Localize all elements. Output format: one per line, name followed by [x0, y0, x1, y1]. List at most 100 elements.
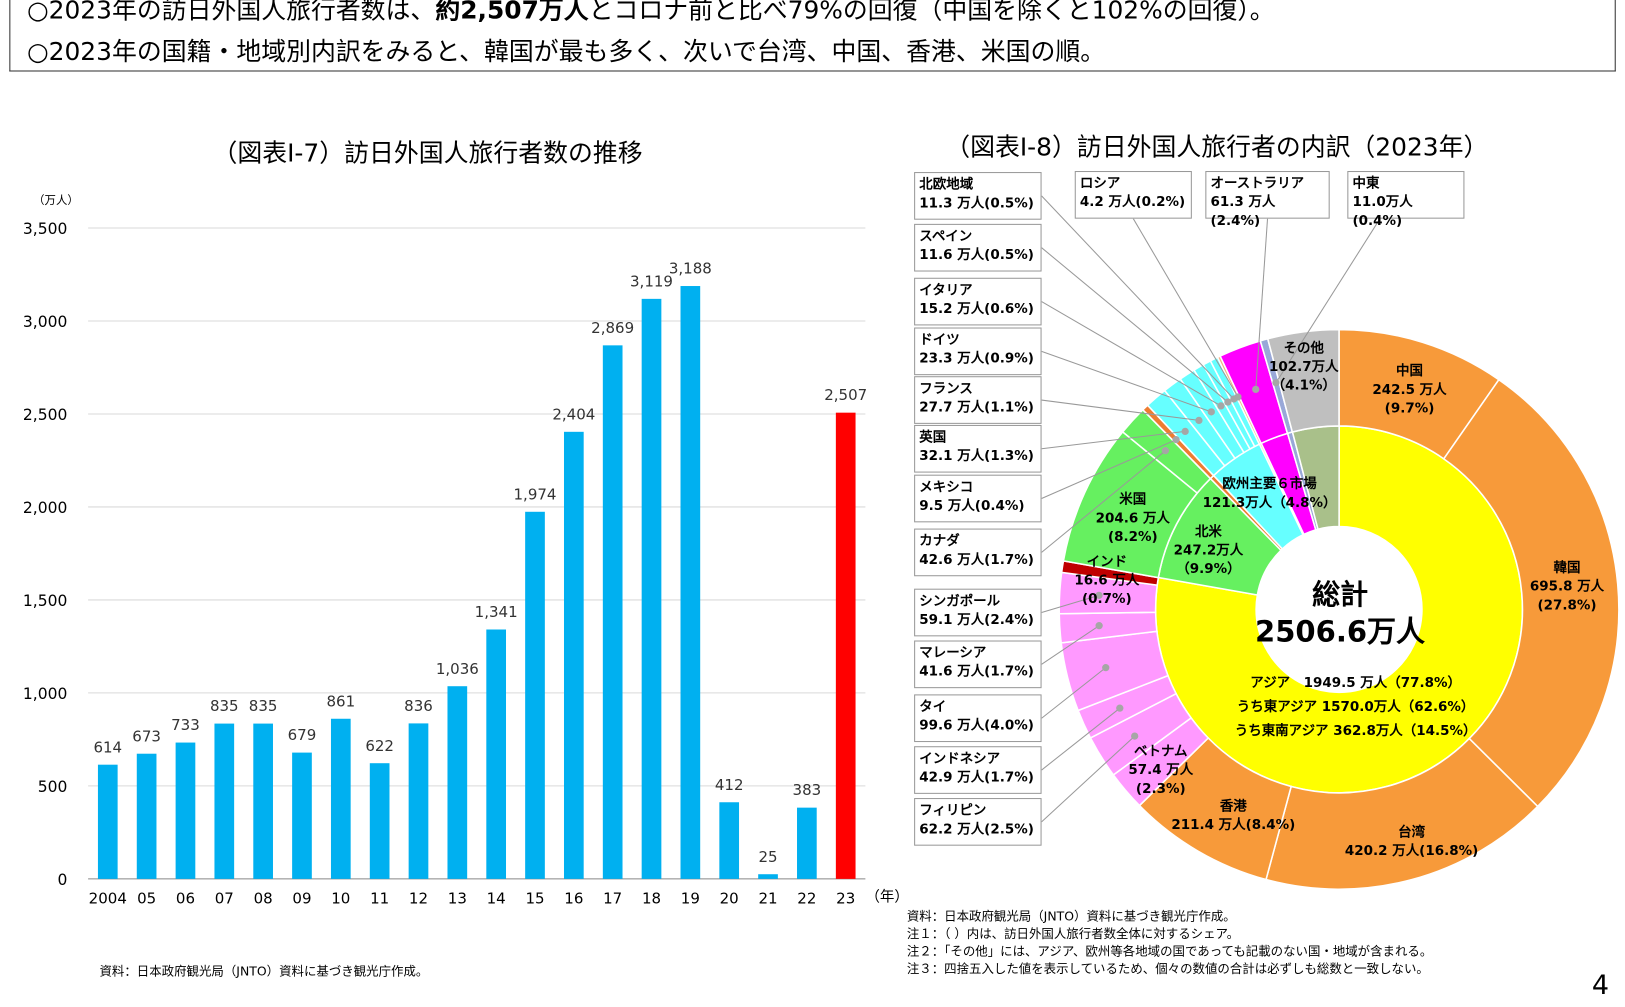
callout-value: 59.1 万人(2.4%): [919, 612, 1034, 629]
bar-chart: 0 500 1,000 1,500 2,000 2,500 3,000 3,500 （万人） 61…: [23, 193, 902, 908]
leader-dot: [1095, 591, 1103, 599]
bar-value-label: 2,507: [824, 386, 867, 404]
bar-value-label: 861: [326, 692, 355, 710]
leader-line: [1041, 667, 1107, 719]
callout-9: シンガポール 59.1 万人(2.4%): [914, 588, 1042, 637]
bar: [253, 723, 273, 879]
donut-chart-title: （図表Ⅰ-8）訪日外国人旅行者の内訳（2023年）: [945, 132, 1489, 162]
x-tick-label: 06: [176, 890, 195, 908]
bar-value-label: 3,188: [669, 260, 712, 278]
callout-name: スペイン: [919, 229, 973, 245]
donut-outer-segment: [1442, 378, 1620, 808]
x-tick-label: 19: [681, 890, 700, 908]
bar: [758, 874, 778, 879]
bar-value-label: 25: [758, 848, 777, 866]
bar: [563, 431, 584, 879]
callout-value: 61.3 万人(2.4%): [1210, 194, 1276, 230]
x-tick-label: 09: [292, 890, 311, 908]
summary-text: ○2023年の訪日外国人旅行者数は、: [26, 0, 436, 25]
callout-13: フィリピン 62.2 万人(2.5%): [914, 798, 1042, 846]
donut-center-label: 総計: [1312, 579, 1369, 612]
bar-value-label: 835: [249, 697, 278, 715]
label-line: うち東南アジア 362.8万人（14.5%）: [1234, 723, 1477, 739]
bar: [447, 686, 468, 879]
bar-value-label: 622: [365, 737, 394, 755]
leader-line: [1041, 707, 1121, 771]
x-tick-label: 12: [409, 890, 428, 908]
summary-text: とコロナ前と比べ79%の回復（中国を除くと102%の回復）。: [588, 0, 1275, 25]
leader-dot: [1207, 408, 1215, 416]
leader-dot: [1181, 427, 1189, 436]
callout-value: 41.6 万人(1.7%): [919, 664, 1034, 680]
label-line: （9.9%）: [1176, 561, 1241, 578]
callout-value: 15.2 万人(0.6%): [919, 301, 1034, 318]
callout-name: シンガポール: [919, 593, 1001, 610]
leader-line: [1041, 399, 1199, 421]
bar: [719, 802, 740, 879]
callout-5: フランス 27.7 万人(1.1%): [914, 376, 1042, 424]
leader-line: [1041, 625, 1100, 665]
leader-line: [1041, 301, 1222, 407]
label-line: アジア 1949.5 万人（77.8%）: [1250, 675, 1461, 692]
leader-dot: [1172, 436, 1180, 444]
label-line: うち東アジア 1570.0万人（62.6%）: [1236, 699, 1475, 716]
leader-dot: [1102, 664, 1110, 672]
note-1: 注１：（ ）内は、訪日外国人旅行者数全体に対するシェア。: [906, 926, 1240, 942]
callout-name: フランス: [919, 381, 973, 397]
bar: [408, 723, 429, 879]
label-line: 米国: [1119, 492, 1147, 508]
leader-dot: [1116, 704, 1124, 712]
y-tick-label: 1,000: [23, 685, 67, 703]
y-tick-label: 0: [57, 871, 67, 889]
donut-notes: 資料：日本政府観光局（JNTO）資料に基づき観光庁作成。 注１：（ ）内は、訪日…: [907, 908, 1432, 978]
label-line: 16.6 万人: [1074, 573, 1140, 589]
leader-line: [1041, 350, 1212, 413]
donut-label-usa: 米国 204.6 万人 (8.2%): [1096, 491, 1170, 547]
label-line: 420.2 万人(16.8%): [1344, 843, 1479, 860]
donut-center-value: 2506.6万人: [1255, 614, 1426, 649]
label-line: 台湾: [1398, 824, 1426, 841]
leader-line: [1041, 430, 1186, 450]
callout-16: 中東 11.0万人(0.4%): [1347, 171, 1465, 229]
x-tick-label: 18: [642, 890, 661, 908]
callout-name: 中東: [1352, 176, 1380, 192]
bar: [136, 753, 157, 879]
bar: [97, 764, 118, 879]
bar: [369, 763, 390, 879]
donut-label-india: インド 16.6 万人 (0.7%): [1074, 553, 1139, 609]
callout-value: 42.6 万人(1.7%): [919, 552, 1034, 568]
callout-name: イタリア: [919, 282, 973, 299]
callout-4: ドイツ 23.3 万人(0.9%): [914, 327, 1042, 376]
leader-line: [1275, 218, 1381, 384]
bar-chart-title: （図表Ⅰ-7）訪日外国人旅行者数の推移: [212, 138, 643, 168]
callout-8: カナダ 42.6 万人(1.7%): [914, 528, 1042, 577]
callout-name: 英国: [919, 430, 947, 446]
callout-value: 9.5 万人(0.4%): [919, 498, 1025, 515]
label-line: 57.4 万人: [1128, 762, 1194, 779]
x-tick-label: 05: [137, 890, 156, 908]
leader-dot: [1161, 447, 1170, 455]
callout-value: 32.1 万人(1.3%): [919, 448, 1034, 465]
callout-value: 11.0万人(0.4%): [1352, 194, 1413, 230]
note-source: 資料：日本政府観光局（JNTO）資料に基づき観光庁作成。: [906, 908, 1236, 924]
x-tick-label: 22: [797, 890, 816, 908]
callout-3: イタリア 15.2 万人(0.6%): [914, 277, 1042, 326]
donut-outer-segment: [1266, 328, 1340, 433]
callout-value: 62.2 万人(2.5%): [919, 821, 1034, 838]
label-line: 欧州主要６市場: [1222, 476, 1317, 493]
label-line: 242.5 万人: [1372, 382, 1447, 398]
label-line: インド: [1086, 554, 1128, 571]
x-tick-label: 14: [487, 890, 506, 908]
callout-15: オーストラリア 61.3 万人(2.4%): [1205, 171, 1330, 229]
callout-value: 11.3 万人(0.5%): [919, 195, 1034, 212]
bar-value-label: 679: [288, 726, 317, 744]
callout-name: マレーシア: [919, 645, 987, 662]
leader-line: [1041, 594, 1100, 614]
bar-value-label: 412: [715, 776, 744, 794]
label-line: (0.7%): [1082, 591, 1132, 608]
bar-value-label: 733: [171, 716, 200, 734]
bar: [214, 723, 235, 879]
bar-value-label: 2,869: [591, 319, 634, 337]
label-line: 695.8 万人: [1529, 579, 1605, 595]
